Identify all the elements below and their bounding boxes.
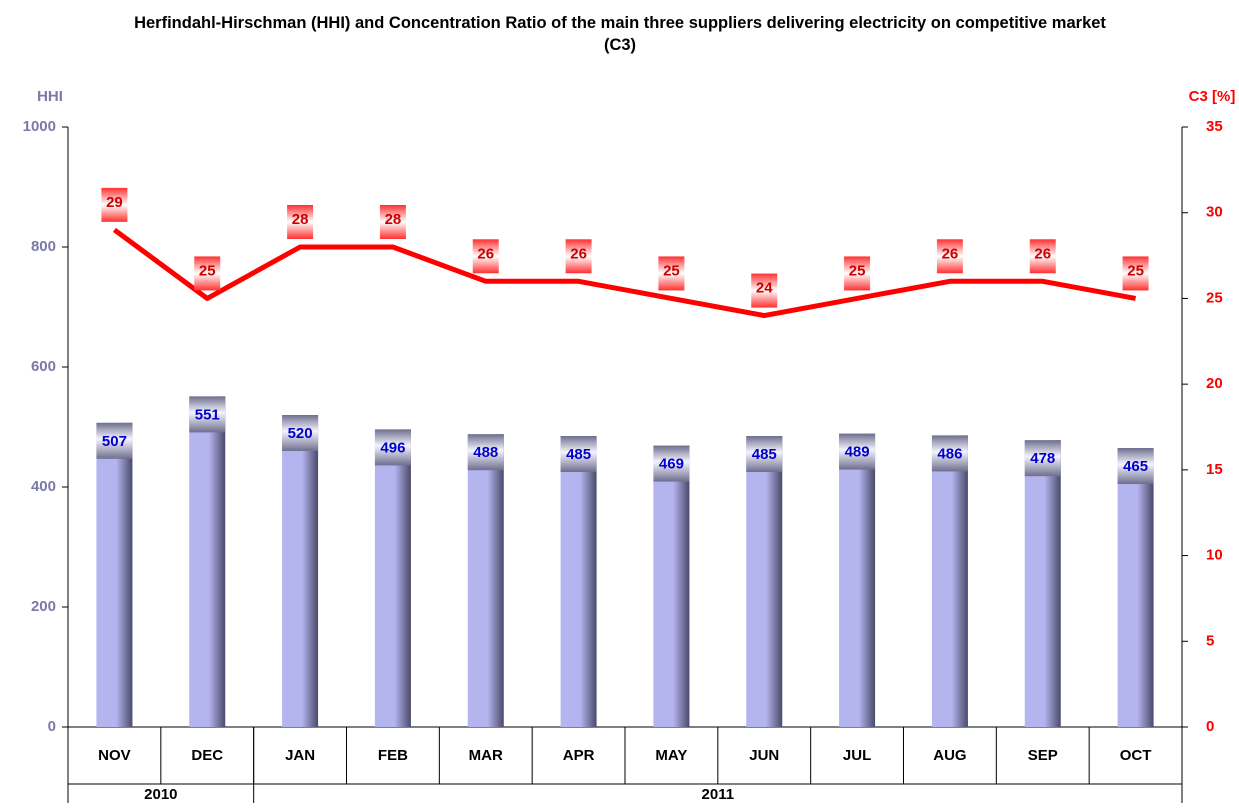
y-tick-label: 1000 bbox=[23, 118, 56, 135]
y2-tick-label: 0 bbox=[1206, 718, 1214, 735]
bar-label-box bbox=[282, 415, 319, 451]
line-value-label: 28 bbox=[292, 211, 309, 228]
x-tick-label: JUL bbox=[843, 747, 871, 764]
line-value-label: 28 bbox=[385, 211, 402, 228]
line-value-label: 25 bbox=[1127, 262, 1144, 279]
bar bbox=[467, 434, 504, 727]
y-tick-label: 0 bbox=[48, 718, 56, 735]
bar bbox=[746, 436, 783, 727]
bar-value-label: 489 bbox=[845, 444, 870, 461]
bar bbox=[282, 415, 319, 727]
line-label-box bbox=[565, 239, 592, 274]
line-label-box bbox=[379, 205, 406, 239]
y2-tick-label: 15 bbox=[1206, 461, 1223, 478]
x-tick-label: MAY bbox=[655, 747, 687, 764]
line-label-box bbox=[751, 273, 778, 308]
bar-value-label: 478 bbox=[1030, 450, 1055, 467]
bar bbox=[189, 396, 226, 727]
line-label-box bbox=[472, 239, 499, 274]
line-value-label: 25 bbox=[199, 262, 216, 279]
x-group-label: 2010 bbox=[144, 786, 177, 803]
bar bbox=[96, 422, 133, 727]
y2-tick-label: 25 bbox=[1206, 289, 1223, 306]
bar-label-box bbox=[560, 436, 597, 472]
x-tick-label: FEB bbox=[378, 747, 408, 764]
bar-label-box bbox=[746, 436, 783, 472]
bar-value-label: 469 bbox=[659, 456, 684, 473]
line-value-label: 26 bbox=[570, 245, 587, 262]
x-tick-label: DEC bbox=[191, 747, 223, 764]
line-value-label: 26 bbox=[477, 245, 494, 262]
y2-tick-label: 5 bbox=[1206, 632, 1214, 649]
bar-label-box bbox=[1117, 448, 1154, 484]
line-label-box bbox=[194, 256, 221, 291]
line-label-box bbox=[287, 205, 314, 239]
line-label-box bbox=[844, 256, 871, 291]
x-tick-label: MAR bbox=[469, 747, 503, 764]
x-tick-label: OCT bbox=[1120, 747, 1152, 764]
y2-tick-label: 20 bbox=[1206, 375, 1223, 392]
bar bbox=[1024, 440, 1061, 727]
line-label-box bbox=[101, 187, 128, 222]
bar-label-box bbox=[931, 435, 968, 472]
y-tick-label: 800 bbox=[31, 238, 56, 255]
bar-label-box bbox=[96, 422, 133, 459]
bar-label-box bbox=[653, 445, 690, 482]
y-axis-label: HHI bbox=[37, 88, 63, 105]
bar bbox=[1117, 448, 1154, 727]
bar-value-label: 486 bbox=[937, 445, 962, 462]
line-value-label: 25 bbox=[663, 262, 680, 279]
line-label-box bbox=[1029, 239, 1056, 274]
bar-value-label: 465 bbox=[1123, 458, 1148, 475]
bar bbox=[374, 429, 411, 727]
line-value-label: 26 bbox=[1034, 245, 1051, 262]
bar bbox=[839, 433, 876, 727]
x-group-label: 2011 bbox=[702, 786, 735, 803]
bar-value-label: 520 bbox=[288, 425, 313, 442]
bar-value-label: 507 bbox=[102, 433, 127, 450]
line-label-box bbox=[658, 256, 685, 291]
bar bbox=[931, 435, 968, 727]
bar-label-box bbox=[189, 396, 226, 433]
line-value-label: 29 bbox=[106, 194, 123, 211]
bar-value-label: 485 bbox=[566, 446, 591, 463]
x-tick-label: JAN bbox=[285, 747, 315, 764]
y2-axis-label: C3 [%] bbox=[1189, 88, 1236, 105]
y2-tick-label: 10 bbox=[1206, 547, 1223, 564]
bar-value-label: 485 bbox=[752, 446, 777, 463]
x-tick-label: JUN bbox=[749, 747, 779, 764]
line bbox=[112, 227, 1137, 319]
line-label-box bbox=[936, 239, 963, 274]
y2-tick-label: 30 bbox=[1206, 204, 1223, 221]
line-value-label: 24 bbox=[756, 280, 773, 297]
y-tick-label: 200 bbox=[31, 598, 56, 615]
y-tick-label: 400 bbox=[31, 478, 56, 495]
bar bbox=[560, 436, 597, 727]
x-tick-label: AUG bbox=[933, 747, 966, 764]
y2-tick-label: 35 bbox=[1206, 118, 1223, 135]
line-label-box bbox=[1122, 256, 1149, 291]
y-tick-label: 600 bbox=[31, 358, 56, 375]
bar-label-box bbox=[374, 429, 411, 466]
x-tick-label: NOV bbox=[98, 747, 131, 764]
bar-label-box bbox=[1024, 440, 1061, 477]
bar-label-box bbox=[467, 434, 504, 471]
line-value-label: 26 bbox=[942, 245, 959, 262]
bar-label-box bbox=[839, 433, 876, 470]
line-value-label: 25 bbox=[849, 262, 866, 279]
x-tick-label: APR bbox=[563, 747, 595, 764]
bar-value-label: 551 bbox=[195, 406, 220, 423]
bar-value-label: 496 bbox=[380, 439, 405, 456]
bar bbox=[653, 445, 690, 727]
bar-value-label: 488 bbox=[473, 444, 498, 461]
x-tick-label: SEP bbox=[1028, 747, 1058, 764]
chart-title: Herfindahl-Hirschman (HHI) and Concentra… bbox=[134, 14, 1106, 54]
